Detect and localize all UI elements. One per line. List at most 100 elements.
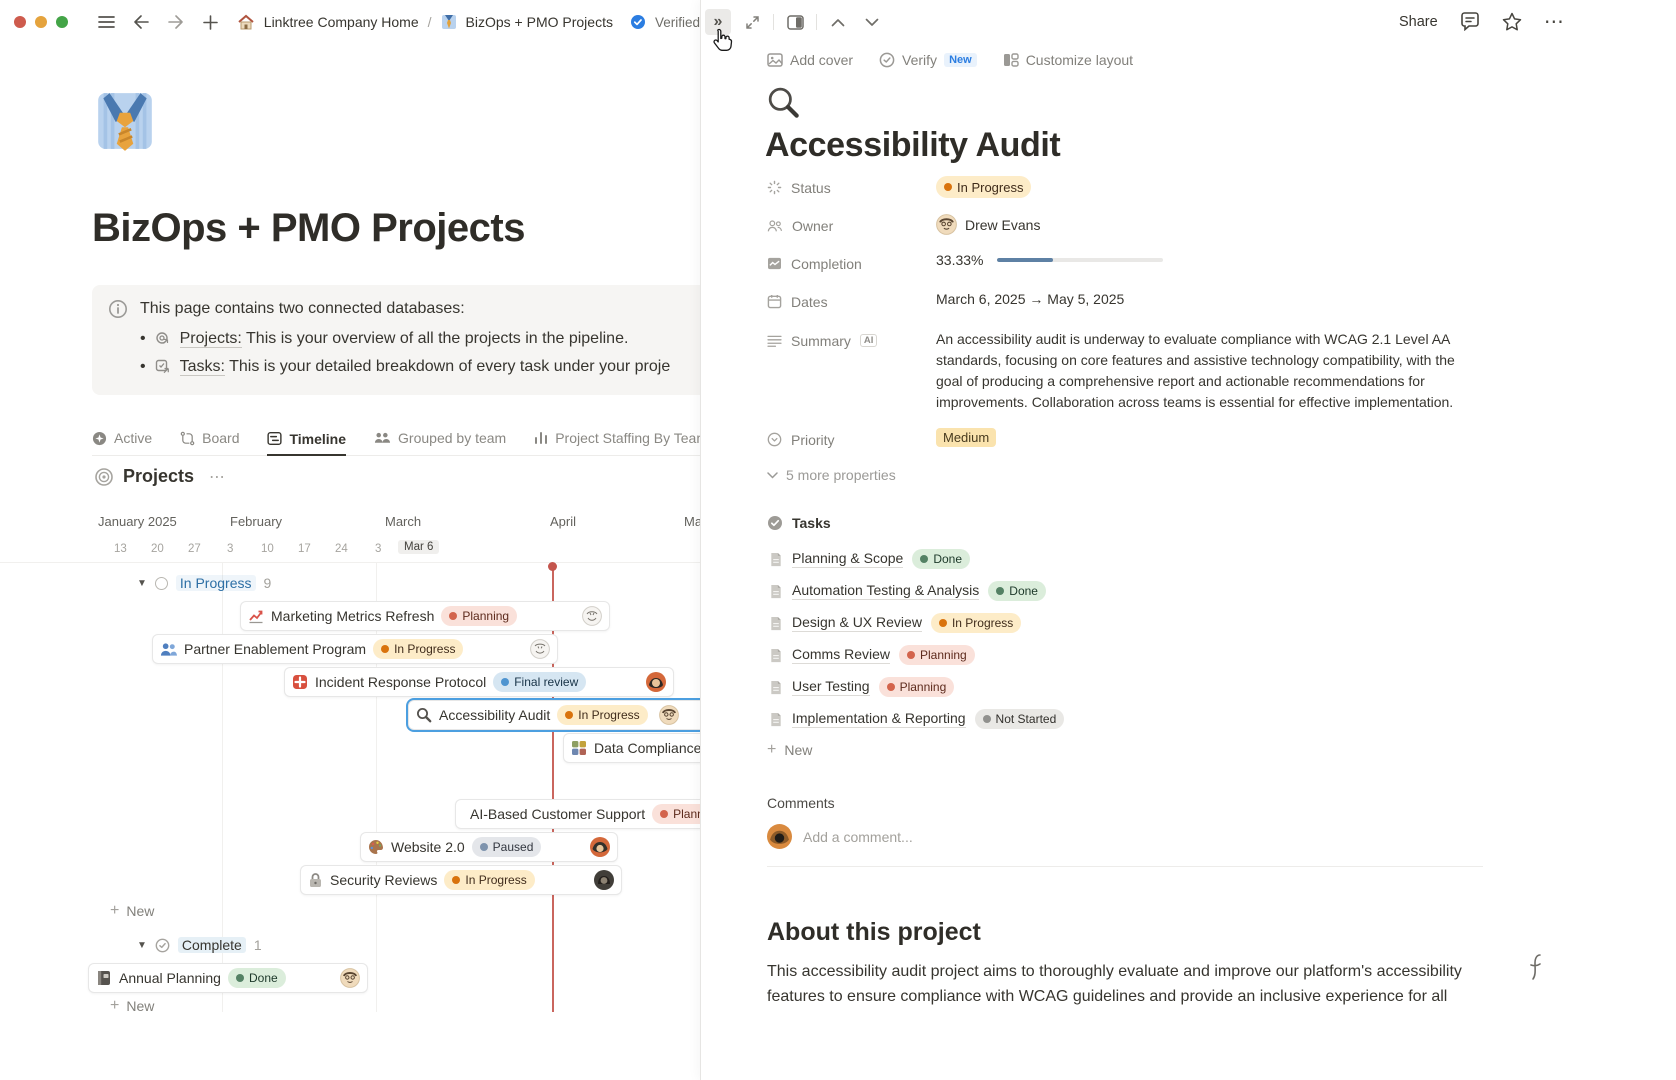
plus-icon: + — [110, 997, 120, 1014]
magnifier-icon — [417, 708, 432, 723]
task-status-pill[interactable]: Planning — [899, 645, 975, 665]
task-link[interactable]: Planning & Scope — [792, 550, 904, 568]
property-value-completion[interactable]: 33.33% — [936, 252, 1164, 268]
task-link[interactable]: Comms Review — [792, 646, 891, 664]
tab-board[interactable]: Board — [180, 430, 239, 455]
comments-icon[interactable] — [1460, 12, 1480, 31]
tasks-db-link[interactable]: Tasks: — [179, 358, 225, 376]
task-row[interactable]: Planning & Scope Done — [769, 547, 970, 571]
tab-grouped-by-team[interactable]: Grouped by team — [374, 430, 506, 455]
timeline-bar-website-2[interactable]: Website 2.0 Paused — [360, 832, 618, 862]
new-item-button[interactable]: + New — [110, 997, 155, 1015]
property-label-dates[interactable]: Dates — [767, 291, 828, 312]
share-button[interactable]: Share — [1399, 13, 1438, 30]
page-icon-necktie[interactable] — [92, 88, 158, 154]
month-label: May — [684, 514, 700, 529]
task-row[interactable]: Automation Testing & Analysis Done — [769, 579, 1046, 603]
timeline-bar-data-compliance[interactable]: Data Compliance Audit — [563, 733, 700, 763]
tab-active[interactable]: Active — [92, 430, 152, 455]
page-title[interactable]: BizOps + PMO Projects — [92, 206, 525, 250]
scribble-pen-icon[interactable] — [1526, 952, 1548, 982]
task-row[interactable]: Comms Review Planning — [769, 643, 975, 667]
timeline-bar-incident-response[interactable]: Incident Response Protocol Final review — [284, 667, 674, 697]
property-label-owner[interactable]: Owner — [767, 215, 833, 236]
property-value-priority[interactable]: Medium — [936, 428, 997, 447]
tab-timeline[interactable]: Timeline — [267, 431, 347, 456]
expand-page-icon[interactable] — [739, 9, 765, 35]
task-status-pill[interactable]: Done — [912, 549, 970, 569]
add-cover-button[interactable]: Add cover — [767, 52, 853, 68]
favorite-star-icon[interactable] — [1502, 12, 1522, 31]
menu-icon[interactable] — [94, 9, 120, 35]
collapse-triangle-icon[interactable]: ▼ — [137, 939, 147, 951]
tab-project-staffing[interactable]: Project Staffing By Team — [534, 430, 700, 455]
status-dot — [479, 843, 488, 851]
database-heading-row: Projects ⋯ — [94, 466, 226, 487]
task-row[interactable]: User Testing Planning — [769, 675, 955, 699]
customize-layout-button[interactable]: Customize layout — [1003, 52, 1133, 68]
verified-badge[interactable]: Verified — [654, 14, 700, 30]
property-label-summary[interactable]: Summary AI — [767, 330, 878, 351]
document-icon — [771, 616, 781, 630]
timeline-bar-security-reviews[interactable]: Security Reviews In Progress — [300, 865, 622, 895]
property-label-priority[interactable]: Priority — [767, 429, 835, 450]
comment-input[interactable]: Add a comment... — [803, 828, 913, 845]
timeline-bar-accessibility-audit[interactable]: Accessibility Audit In Progress — [408, 700, 700, 730]
property-label-status[interactable]: Status — [767, 177, 831, 198]
more-properties-toggle[interactable]: 5 more properties — [767, 467, 896, 483]
people-icon — [160, 642, 177, 656]
doc-title[interactable]: Accessibility Audit — [765, 126, 1061, 164]
task-status-pill[interactable]: Done — [988, 581, 1046, 601]
property-value-owner[interactable]: Drew Evans — [936, 214, 1040, 235]
task-status-pill[interactable]: Not Started — [974, 709, 1065, 729]
new-task-button[interactable]: + New — [767, 741, 813, 759]
property-value-summary[interactable]: An accessibility audit is underway to ev… — [936, 331, 1455, 410]
database-title[interactable]: Projects — [123, 466, 195, 486]
more-options-icon[interactable]: ⋯ — [209, 468, 227, 486]
sidebar-toggle-icon[interactable] — [782, 9, 808, 35]
group-header-in-progress[interactable]: ▼ In Progress 9 — [137, 575, 271, 591]
progress-icon — [768, 257, 781, 270]
back-icon[interactable] — [128, 9, 154, 35]
zoom-window-button[interactable] — [55, 16, 68, 28]
week-tick: 13 — [114, 543, 127, 555]
more-menu-icon[interactable]: ⋯ — [1543, 11, 1565, 33]
current-user-avatar — [767, 824, 792, 849]
callout-intro: This page contains two connected databas… — [140, 300, 465, 317]
task-row[interactable]: Design & UX Review In Progress — [769, 611, 1022, 635]
collapse-peek-button[interactable]: » — [705, 9, 731, 35]
task-link[interactable]: Design & UX Review — [792, 614, 922, 632]
timeline-bar-marketing-metrics[interactable]: Marketing Metrics Refresh Planning — [240, 601, 610, 631]
close-window-button[interactable] — [14, 16, 26, 28]
projects-db-link[interactable]: Projects: — [179, 330, 242, 348]
tasks-section-header[interactable]: Tasks — [767, 515, 831, 531]
property-label-completion[interactable]: Completion — [767, 253, 862, 274]
timeline-bar-partner-enablement[interactable]: Partner Enablement Program In Progress — [152, 634, 558, 664]
verify-button[interactable]: Verify New — [879, 52, 977, 68]
comment-input-row[interactable]: Add a comment... — [767, 824, 913, 849]
next-page-icon[interactable] — [859, 9, 885, 35]
status-pill: In Progress — [373, 639, 464, 659]
previous-page-icon[interactable] — [825, 9, 851, 35]
timeline-bar-ai-customer-support[interactable]: AI-Based Customer Support Planning — [455, 799, 700, 829]
task-link[interactable]: Automation Testing & Analysis — [792, 582, 980, 600]
new-item-button[interactable]: + New — [110, 902, 155, 920]
task-link[interactable]: Implementation & Reporting — [792, 710, 966, 728]
timeline-bar-annual-planning[interactable]: Annual Planning Done — [88, 963, 368, 993]
doc-icon-magnifier[interactable] — [765, 84, 803, 122]
breadcrumb-page[interactable]: BizOps + PMO Projects — [465, 14, 613, 30]
task-status-pill[interactable]: In Progress — [930, 613, 1022, 633]
breadcrumb-home[interactable]: Linktree Company Home — [263, 14, 419, 30]
forward-icon[interactable] — [163, 9, 189, 35]
minimize-window-button[interactable] — [34, 16, 47, 28]
month-gridline — [222, 563, 223, 1012]
property-value-dates[interactable]: March 6, 2025 → May 5, 2025 — [936, 291, 1125, 307]
property-value-status[interactable]: In Progress — [936, 176, 1032, 198]
new-tab-icon[interactable] — [198, 9, 224, 35]
task-row[interactable]: Implementation & Reporting Not Started — [769, 707, 1065, 731]
task-link[interactable]: User Testing — [792, 678, 870, 696]
week-tick: 24 — [335, 543, 348, 555]
task-status-pill[interactable]: Planning — [878, 677, 955, 697]
group-header-complete[interactable]: ▼ Complete 1 — [137, 937, 262, 953]
collapse-triangle-icon[interactable]: ▼ — [137, 577, 147, 589]
